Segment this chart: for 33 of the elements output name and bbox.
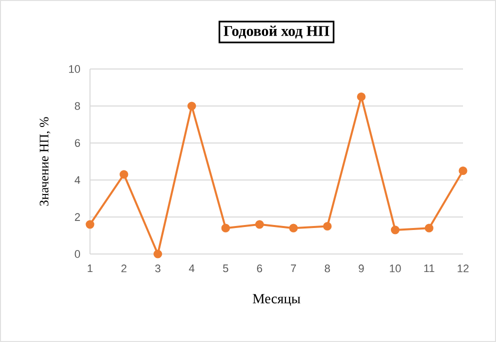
x-tick-label: 4 xyxy=(188,264,194,272)
point xyxy=(120,170,128,179)
point xyxy=(86,220,94,229)
x-tick-label: 1 xyxy=(88,264,93,272)
chart-title: Годовой ход НП xyxy=(224,26,330,38)
x-tick-label: 2 xyxy=(121,264,126,272)
point xyxy=(255,220,264,229)
y-tick-label: 4 xyxy=(74,176,80,184)
point xyxy=(458,166,468,176)
point xyxy=(187,102,196,110)
x-tick-label: 8 xyxy=(324,264,330,272)
y-tick-label: 0 xyxy=(74,250,80,258)
y-tick-label: 2 xyxy=(74,213,80,221)
x-tick-label: 5 xyxy=(223,264,228,272)
y-tick-label: 6 xyxy=(74,139,80,147)
x-tick-label: 3 xyxy=(155,264,160,272)
y-tick-label: 10 xyxy=(69,65,80,73)
point xyxy=(221,224,230,232)
y-tick-label: 8 xyxy=(74,102,80,110)
point xyxy=(390,226,400,234)
x-tick-label: 11 xyxy=(424,264,434,272)
x-axis-title: Месяцы xyxy=(252,294,300,306)
point xyxy=(323,222,332,231)
y-axis-title: Значение НП, % xyxy=(40,117,50,206)
x-tick-label: 12 xyxy=(458,264,469,272)
x-tick-label: 7 xyxy=(290,264,296,272)
point xyxy=(356,92,366,102)
point xyxy=(424,224,434,232)
point xyxy=(154,250,162,258)
point xyxy=(289,224,298,232)
x-tick-label: 6 xyxy=(257,264,262,272)
x-tick-label: 9 xyxy=(358,264,364,272)
x-tick-label: 10 xyxy=(390,264,401,272)
